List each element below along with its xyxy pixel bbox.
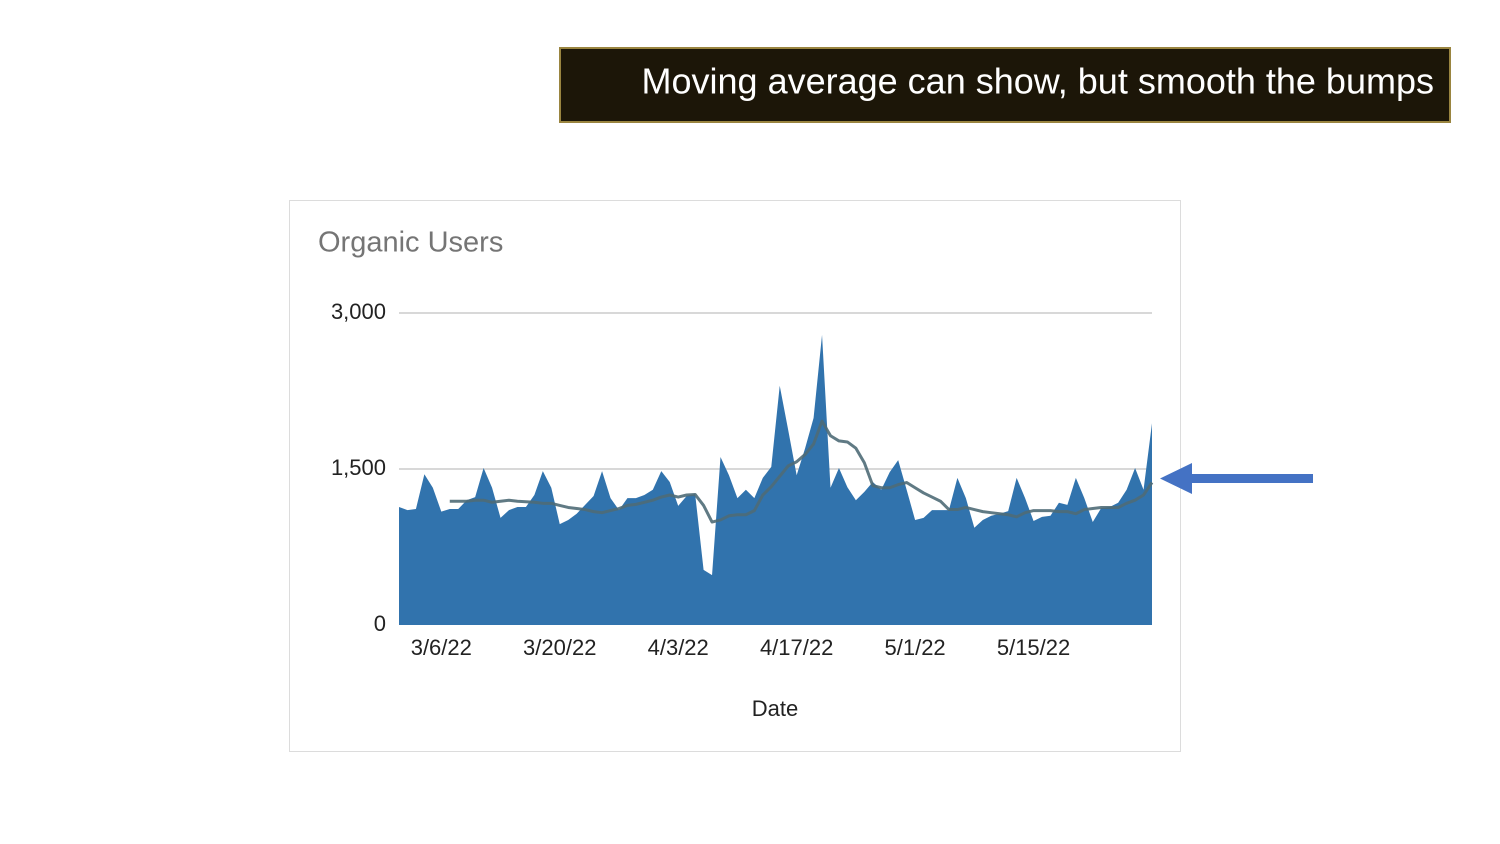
- title-box: [559, 47, 1451, 123]
- chart-title: Organic Users: [318, 227, 503, 259]
- slide-title: Moving average can show, but smooth the …: [642, 61, 1434, 102]
- x-tick-label: 4/3/22: [648, 635, 709, 660]
- x-tick-label: 3/20/22: [523, 635, 596, 660]
- y-tick-label: 0: [374, 611, 386, 636]
- arrow-head: [1160, 463, 1192, 494]
- y-tick-label: 1,500: [331, 455, 386, 480]
- x-tick-label: 5/15/22: [997, 635, 1070, 660]
- arrow: [1160, 463, 1313, 494]
- x-tick-label: 3/6/22: [411, 635, 472, 660]
- moving-average-line: [449, 419, 1154, 524]
- arrow-shaft: [1188, 474, 1313, 483]
- y-tick-label: 3,000: [331, 299, 386, 324]
- x-tick-label: 4/17/22: [760, 635, 833, 660]
- x-tick-label: 5/1/22: [885, 635, 946, 660]
- chart-card: [289, 200, 1181, 752]
- x-axis-label: Date: [752, 696, 798, 721]
